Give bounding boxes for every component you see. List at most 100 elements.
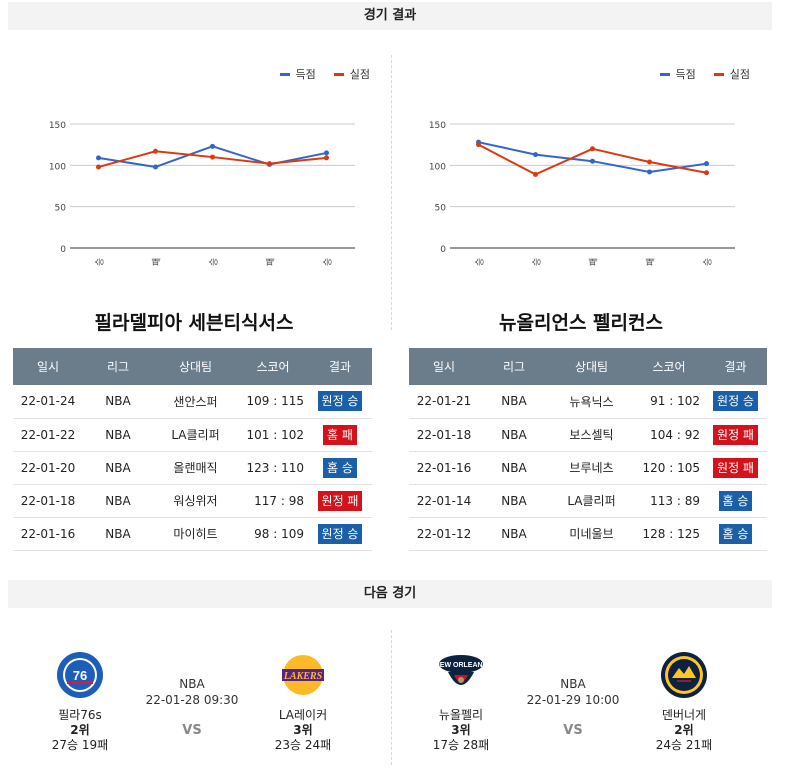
nuggets-logo-icon: [661, 652, 707, 698]
table-row: 22-01-16 NBA 마이히트 98 : 109 원정 승: [13, 517, 372, 551]
data-point: [324, 150, 329, 156]
column-divider: [391, 55, 392, 330]
data-point: [96, 164, 101, 170]
away-team[interactable]: LAKERS LA레이커 3위 23승 24패: [248, 650, 358, 752]
cell-score: 117 : 98: [238, 484, 308, 518]
x-tick-label: 패: [589, 258, 600, 266]
col-score: 스코어: [238, 348, 308, 385]
team-title: 뉴올리언스 펠리컨스: [499, 312, 663, 334]
data-point: [704, 170, 709, 176]
home-team[interactable]: 76 필라76s 2위 27승 19패: [25, 650, 135, 752]
team-name: 덴버너게: [661, 708, 707, 722]
data-point: [476, 142, 481, 148]
x-tick-label: 승: [532, 258, 543, 266]
x-tick-label: 패: [266, 258, 277, 266]
y-tick-label: 50: [435, 204, 447, 214]
chart-legend: 득점 실점: [279, 66, 370, 82]
data-point: [153, 164, 158, 170]
data-point: [704, 161, 709, 167]
home-team[interactable]: NEW ORLEANS 뉴올펠리 3위 17승 28패: [406, 650, 516, 752]
table-row: 22-01-12 NBA 미네울브 128 : 125 홈 승: [409, 517, 767, 551]
76ers-logo-icon: 76: [57, 652, 103, 698]
result-badge: 홈 승: [718, 490, 753, 511]
cell-opponent: 올랜매직: [153, 451, 238, 485]
legend-label-conceded: 실점: [729, 68, 750, 81]
y-tick-label: 0: [440, 245, 446, 255]
vs-label: VS: [182, 723, 202, 738]
data-point: [533, 152, 538, 158]
x-tick-label: 승: [95, 258, 106, 266]
section-header-results: 경기 결과: [8, 2, 772, 30]
team-rank: 2위: [70, 723, 90, 737]
cell-score: 98 : 109: [238, 517, 308, 551]
chart-team2-recent: 득점 실점 0 50 100 150 승 승 패 패 승: [410, 62, 770, 272]
legend-label-conceded: 실점: [349, 68, 370, 81]
cell-league: NBA: [479, 484, 549, 518]
col-date: 일시: [13, 348, 83, 385]
vs-label: VS: [563, 723, 583, 738]
legend-item-conceded: 실점: [333, 66, 370, 82]
x-tick-label: 승: [475, 258, 486, 266]
match-datetime: 22-01-29 10:00: [526, 693, 620, 707]
team-record: 17승 28패: [432, 738, 490, 752]
col-league: 리그: [479, 348, 549, 385]
cell-league: NBA: [83, 484, 153, 518]
table-row: 22-01-18 NBA 워싱위저 117 : 98 원정 패: [13, 484, 372, 518]
line-chart-svg: 0 50 100 150 승 승 패 패 승: [429, 121, 735, 266]
col-opponent: 상대팀: [153, 348, 238, 385]
col-opponent: 상대팀: [549, 348, 634, 385]
result-badge: 홈 승: [323, 457, 357, 478]
team-name: 뉴올펠리: [438, 708, 484, 722]
data-point: [590, 158, 595, 164]
cell-date: 22-01-21: [409, 385, 479, 419]
data-point: [590, 146, 595, 152]
data-point: [647, 169, 652, 175]
y-tick-label: 50: [55, 204, 67, 214]
cell-league: NBA: [83, 451, 153, 485]
cell-score: 128 : 125: [634, 517, 704, 551]
data-point: [153, 148, 158, 154]
cell-date: 22-01-14: [409, 484, 479, 518]
table-row: 22-01-24 NBA 샌안스퍼 109 : 115 원정 승: [13, 385, 372, 419]
cell-result: 원정 패: [704, 418, 767, 452]
table-header-row: 일시 리그 상대팀 스코어 결과: [13, 348, 372, 385]
cell-date: 22-01-20: [13, 451, 83, 485]
x-tick-label: 승: [323, 258, 334, 266]
cell-score: 123 : 110: [238, 451, 308, 485]
legend-item-scored: 득점: [279, 66, 316, 82]
cell-result: 원정 승: [308, 517, 372, 551]
svg-text:76: 76: [73, 668, 87, 683]
team-name: 필라76s: [58, 708, 102, 722]
result-badge: 홈 승: [718, 523, 753, 544]
cell-score: 104 : 92: [634, 418, 704, 452]
match-league: NBA: [560, 677, 586, 691]
cell-date: 22-01-18: [13, 484, 83, 518]
cell-date: 22-01-24: [13, 385, 83, 419]
table-row: 22-01-21 NBA 뉴욕닉스 91 : 102 원정 승: [409, 385, 767, 419]
col-league: 리그: [83, 348, 153, 385]
data-point: [324, 155, 329, 161]
data-point: [267, 161, 272, 167]
result-badge: 홈 패: [323, 424, 357, 445]
chart-team1-recent: 득점 실점 0 50 100 150 승 패 승 패 승: [30, 62, 390, 272]
y-tick-label: 0: [60, 245, 66, 255]
col-date: 일시: [409, 348, 479, 385]
team-record: 23승 24패: [274, 738, 332, 752]
results-table: 일시 리그 상대팀 스코어 결과 22-01-24 NBA 샌안스퍼 109 : 11…: [13, 348, 372, 551]
team-rank: 3위: [451, 723, 471, 737]
team-title: 필라델피아 세븐티식서스: [94, 312, 294, 334]
col-result: 결과: [308, 348, 372, 385]
cell-result: 홈 승: [704, 484, 767, 518]
table-row: 22-01-18 NBA 보스셀틱 104 : 92 원정 패: [409, 418, 767, 452]
away-team[interactable]: 덴버너게 2위 24승 21패: [629, 650, 739, 752]
cell-score: 113 : 89: [634, 484, 704, 518]
cell-opponent: LA클리퍼: [549, 484, 634, 518]
y-tick-label: 100: [429, 162, 446, 172]
cell-opponent: 보스셀틱: [549, 418, 634, 452]
legend-item-scored: 득점: [659, 66, 696, 82]
cell-result: 홈 승: [704, 517, 767, 551]
team-rank: 3위: [293, 723, 313, 737]
legend-item-conceded: 실점: [713, 66, 750, 82]
cell-league: NBA: [83, 418, 153, 452]
cell-score: 101 : 102: [238, 418, 308, 452]
